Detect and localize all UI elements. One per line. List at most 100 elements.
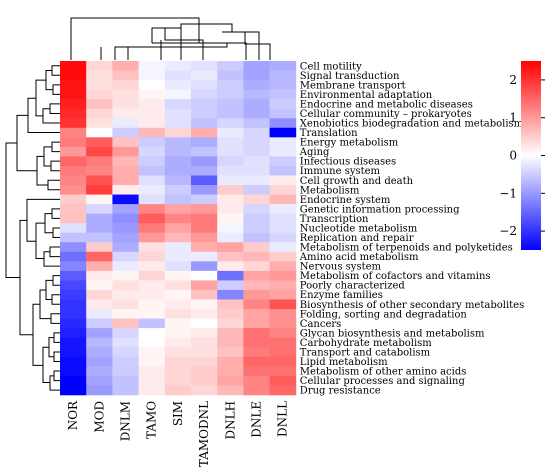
heatmap-cell — [269, 137, 297, 148]
heatmap-cell — [269, 175, 297, 186]
heatmap-cell — [164, 356, 192, 367]
heatmap-cell — [217, 232, 244, 243]
heatmap-cell — [60, 146, 87, 157]
heatmap-cell — [217, 299, 244, 310]
column-label: DNLL — [276, 401, 290, 437]
heatmap-cell — [164, 337, 192, 348]
heatmap-cell — [112, 299, 139, 310]
heatmap-cell — [112, 337, 139, 348]
row-label: Immune system — [300, 166, 381, 177]
heatmap-cell — [112, 175, 139, 186]
heatmap-cell — [138, 61, 166, 71]
heatmap-cell — [243, 127, 270, 138]
row-dendrogram-link — [50, 313, 60, 324]
heatmap-cell — [243, 118, 270, 129]
heatmap-cell — [164, 270, 192, 281]
heatmap-cell — [191, 194, 218, 205]
heatmap-cell — [138, 232, 166, 243]
heatmap-cell — [138, 156, 166, 167]
heatmap-cell — [243, 251, 270, 262]
heatmap-cell — [243, 223, 270, 234]
heatmap-cell — [138, 356, 166, 367]
heatmap-cell — [269, 108, 297, 119]
heatmap-cell — [86, 194, 113, 205]
heatmap-cell — [191, 289, 218, 300]
row-label: Biosynthesis of other secondary metaboli… — [300, 300, 524, 311]
heatmap-cell — [243, 242, 270, 253]
row-dendrogram-link — [52, 84, 60, 95]
color-legend: 2 1 0 −1 −2 — [499, 61, 545, 250]
row-label: Cancers — [300, 319, 341, 330]
heatmap-cell — [138, 347, 166, 358]
heatmap-cell — [112, 89, 139, 100]
heatmap-cell — [243, 194, 270, 205]
heatmap-cell — [217, 204, 244, 215]
row-label: Translation — [300, 128, 358, 139]
heatmap-cell — [112, 251, 139, 262]
heatmap-cell — [191, 156, 218, 167]
heatmap-cell — [217, 318, 244, 329]
heatmap-cell — [164, 232, 192, 243]
heatmap-cell — [86, 146, 113, 157]
row-dendrogram-link — [36, 155, 48, 186]
heatmap-cell — [164, 99, 192, 110]
row-dendrogram-link — [16, 114, 37, 172]
heatmap-cell — [112, 242, 139, 253]
heatmap-cell — [269, 118, 297, 129]
row-label: Glycan biosynthesis and metabolism — [300, 328, 485, 339]
heatmap-cell — [60, 251, 87, 262]
heatmap-cell — [191, 137, 218, 148]
heatmap-cell — [164, 165, 192, 176]
heatmap-cell — [60, 356, 87, 367]
heatmap-cell — [164, 185, 192, 195]
heatmap-cell — [217, 328, 244, 339]
column-dendrogram-lines — [70, 17, 271, 60]
heatmap-cell — [164, 385, 192, 396]
row-label: Nucleotide metabolism — [300, 223, 418, 234]
heatmap-cell — [164, 80, 192, 91]
row-dendrogram-link — [53, 370, 60, 382]
heatmap-cell — [191, 337, 218, 348]
row-dendrogram-link — [51, 294, 60, 305]
heatmap-cell — [269, 289, 297, 300]
heatmap-cell — [164, 137, 192, 148]
heatmap-cell — [217, 146, 244, 157]
heatmap-cell — [164, 223, 192, 234]
heatmap-cell — [86, 270, 113, 281]
heatmap-cell — [164, 146, 192, 157]
row-label: Nervous system — [300, 262, 382, 273]
row-label: Metabolism of cofactors and vitamins — [300, 271, 491, 282]
heatmap-cell — [269, 80, 297, 91]
heatmap-cell — [217, 165, 244, 176]
heatmap-cell — [60, 99, 87, 110]
heatmap-cell — [138, 223, 166, 234]
color-legend-tick-label: −2 — [499, 224, 517, 238]
heatmap-cell — [60, 337, 87, 348]
heatmap-cell — [269, 337, 297, 348]
heatmap-cell — [243, 204, 270, 215]
heatmap-cell — [191, 223, 218, 234]
row-label: Membrane transport — [300, 80, 406, 91]
heatmap-cell — [191, 165, 218, 176]
heatmap-cell — [112, 366, 139, 377]
column-label: DNLE — [250, 401, 264, 438]
heatmap-cell — [217, 366, 244, 377]
row-label: Xenobiotics biodegradation and metabolis… — [300, 119, 524, 130]
heatmap-cell — [217, 375, 244, 386]
heatmap-cell — [243, 232, 270, 243]
row-label: Carbohydrate metabolism — [300, 338, 432, 349]
heatmap-cell — [217, 118, 244, 129]
heatmap-cell — [243, 213, 270, 224]
row-dendrogram-link — [48, 337, 54, 358]
heatmap-cell — [138, 309, 166, 319]
heatmap-cell — [138, 328, 166, 339]
heatmap-cell — [60, 89, 87, 100]
heatmap-cell — [269, 213, 297, 224]
heatmap-cell — [138, 108, 166, 119]
heatmap-cell — [112, 289, 139, 300]
heatmap-cell — [112, 70, 139, 81]
heatmap-cell — [60, 156, 87, 167]
heatmap-cell — [60, 223, 87, 234]
heatmap-cell — [217, 108, 244, 119]
